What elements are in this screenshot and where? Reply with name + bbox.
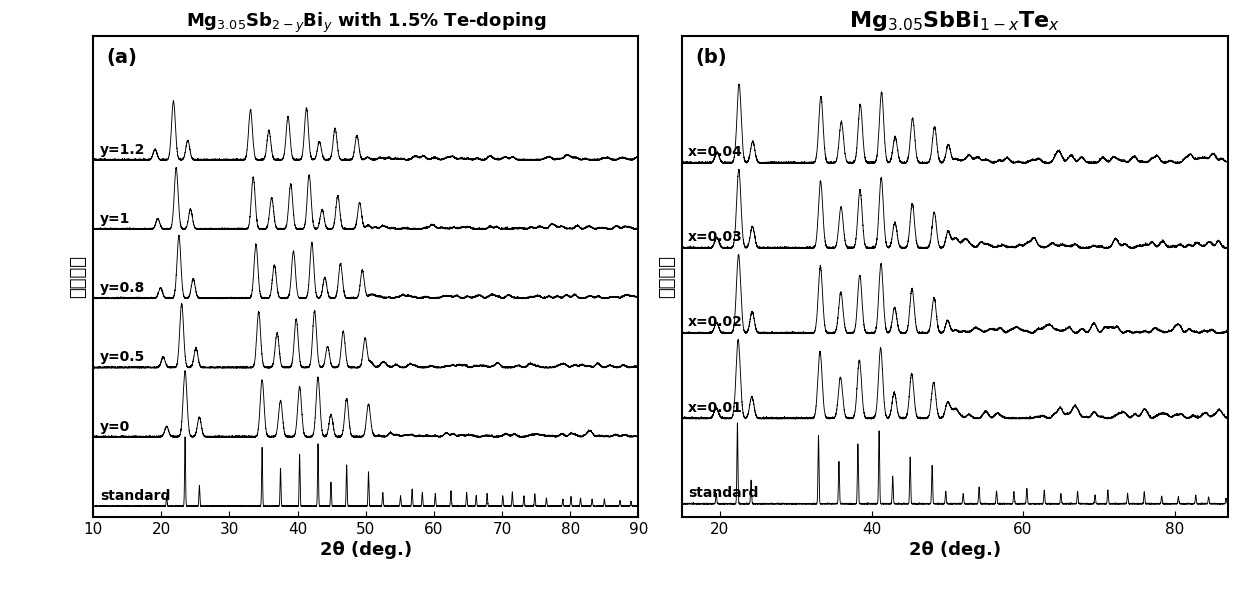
Text: x=0.04: x=0.04 (688, 145, 743, 159)
Text: y=0.8: y=0.8 (99, 281, 145, 295)
Text: standard: standard (99, 489, 170, 503)
Text: y=0.5: y=0.5 (99, 350, 145, 365)
Title: Mg$_{3.05}$SbBi$_{1-x}$Te$_x$: Mg$_{3.05}$SbBi$_{1-x}$Te$_x$ (849, 10, 1060, 33)
Text: y=1.2: y=1.2 (99, 143, 145, 157)
Y-axis label: 相对强度: 相对强度 (69, 255, 88, 298)
Title: Mg$_{3.05}$Sb$_{2-y}$Bi$_y$ with 1.5% Te-doping: Mg$_{3.05}$Sb$_{2-y}$Bi$_y$ with 1.5% Te… (186, 11, 546, 35)
Text: (a): (a) (107, 48, 138, 67)
Text: x=0.03: x=0.03 (688, 230, 743, 244)
Y-axis label: 相对强度: 相对强度 (658, 255, 677, 298)
Text: x=0.01: x=0.01 (688, 400, 743, 415)
Text: (b): (b) (696, 48, 728, 67)
Text: standard: standard (688, 486, 759, 500)
Text: x=0.02: x=0.02 (688, 315, 743, 330)
X-axis label: 2θ (deg.): 2θ (deg.) (320, 541, 412, 559)
Text: y=0: y=0 (99, 420, 130, 434)
X-axis label: 2θ (deg.): 2θ (deg.) (909, 541, 1001, 559)
Text: y=1: y=1 (99, 212, 130, 226)
